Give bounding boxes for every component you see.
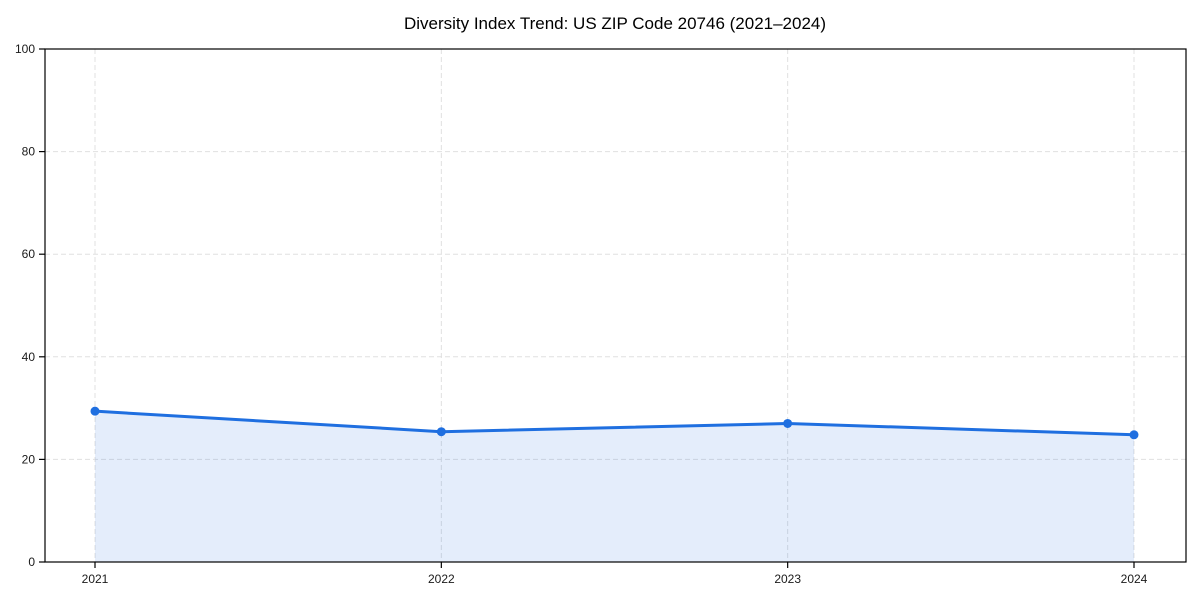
- trend-line: [93, 409, 1136, 437]
- y-axis-tick-label: 100: [15, 42, 35, 56]
- y-axis-tick-label: 0: [28, 555, 35, 569]
- y-axis-tick-label: 80: [22, 145, 36, 159]
- x-axis-tick-label: 2021: [82, 572, 109, 586]
- x-axis-tick-label: 2024: [1121, 572, 1148, 586]
- x-axis-tick-label: 2023: [774, 572, 801, 586]
- plot-border: [44, 48, 1187, 563]
- data-point-2021: [90, 406, 100, 416]
- y-axis-tick-label: 60: [22, 247, 36, 261]
- data-point-2024: [1129, 430, 1139, 440]
- area-fill: [95, 411, 1134, 562]
- y-axis-tick-label: 40: [22, 350, 36, 364]
- chart-plot-area: 0 20 40 60 80 100 2021 2022 2023 2024: [15, 42, 1187, 586]
- y-axis-tick-label: 20: [22, 452, 36, 466]
- data-point-2022: [436, 427, 446, 437]
- chart-title: Diversity Index Trend: US ZIP Code 20746…: [404, 14, 826, 33]
- data-point-2023: [783, 418, 793, 428]
- x-axis-tick-label: 2022: [428, 572, 455, 586]
